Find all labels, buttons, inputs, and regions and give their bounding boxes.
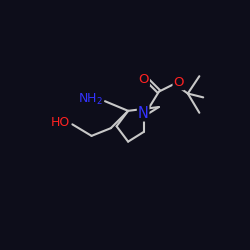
Text: O: O xyxy=(173,76,184,90)
Text: HO: HO xyxy=(51,116,70,129)
Text: NH$_2$: NH$_2$ xyxy=(78,92,103,107)
Text: O: O xyxy=(139,72,149,86)
Text: N: N xyxy=(138,106,148,121)
